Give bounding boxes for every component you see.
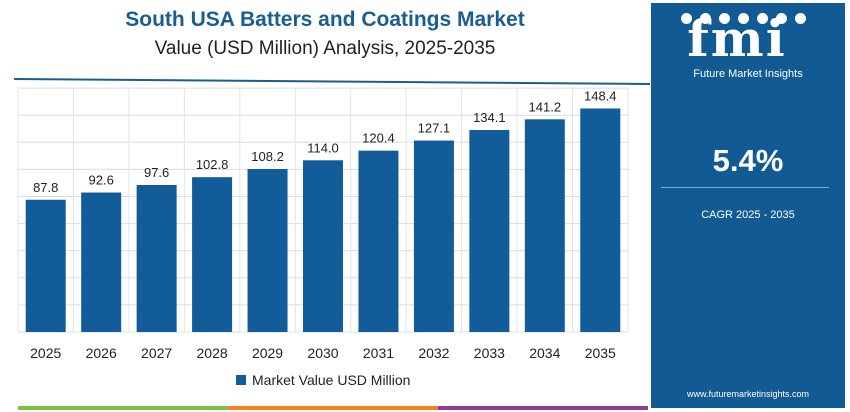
x-tick-labels: 2025 2026 2027 2028 2029 2030 2031 2032 2033 2034… bbox=[30, 345, 616, 361]
bar bbox=[303, 160, 343, 332]
x-tick-label: 2025 bbox=[30, 345, 61, 361]
cagr-label: CAGR 2025 - 2035 bbox=[701, 209, 795, 221]
value-labels: 87.8 92.6 97.6 102.8 108.2 114.0 120.4 127.1 134… bbox=[33, 88, 616, 194]
bar-value-label: 97.6 bbox=[144, 165, 169, 180]
bar-value-label: 114.0 bbox=[307, 140, 339, 155]
x-tick-label: 2027 bbox=[141, 345, 172, 361]
legend: Market Value USD Million bbox=[236, 372, 410, 388]
bar bbox=[81, 192, 122, 332]
bar-value-label: 141.2 bbox=[529, 99, 562, 114]
bar-value-label: 87.8 bbox=[33, 180, 58, 195]
x-tick-label: 2032 bbox=[418, 345, 449, 361]
title-underline bbox=[13, 78, 650, 85]
legend-label: Market Value USD Million bbox=[252, 372, 411, 388]
x-tick-label: 2030 bbox=[307, 345, 338, 361]
x-tick-label: 2026 bbox=[86, 345, 117, 361]
bar bbox=[25, 199, 66, 332]
fmi-logo: fmi bbox=[672, 12, 822, 72]
bar bbox=[136, 184, 177, 332]
bar-value-label: 134.1 bbox=[473, 110, 506, 125]
bar bbox=[413, 140, 454, 332]
bar bbox=[358, 150, 399, 332]
bar bbox=[192, 177, 233, 332]
x-tick-label: 2035 bbox=[585, 345, 616, 361]
legend-swatch bbox=[236, 375, 246, 385]
bar-value-label: 102.8 bbox=[196, 157, 229, 172]
bar-value-label: 148.4 bbox=[584, 88, 617, 103]
bar-value-label: 127.1 bbox=[418, 121, 451, 136]
x-tick-label: 2033 bbox=[474, 345, 505, 361]
info-panel: fmi Future Market Insights 5.4% CAGR 202… bbox=[651, 3, 845, 408]
bar-value-label: 92.6 bbox=[89, 173, 114, 188]
bar-value-label: 120.4 bbox=[362, 131, 395, 146]
logo-icons bbox=[680, 12, 807, 25]
logo-subtitle: Future Market Insights bbox=[693, 68, 803, 80]
bar-value-label: 108.2 bbox=[251, 149, 284, 164]
website-link[interactable]: www.futuremarketinsights.com bbox=[686, 389, 810, 399]
bar bbox=[524, 119, 565, 332]
logo-text: fmi bbox=[687, 9, 787, 68]
bar-chart: 87.8 92.6 97.6 102.8 108.2 114.0 120.4 127.1 134… bbox=[13, 78, 650, 361]
x-tick-label: 2034 bbox=[529, 345, 560, 361]
accent-stripe-green bbox=[18, 406, 228, 410]
accent-stripe-orange bbox=[228, 406, 438, 410]
bars bbox=[25, 108, 621, 332]
chart-subtitle: Value (USD Million) Analysis, 2025-2035 bbox=[154, 38, 496, 59]
bar bbox=[469, 130, 510, 332]
cagr-divider bbox=[661, 187, 829, 188]
bar bbox=[247, 169, 288, 332]
accent-stripe-purple bbox=[438, 406, 648, 410]
chart-title: South USA Batters and Coatings Market bbox=[125, 8, 525, 31]
x-tick-label: 2028 bbox=[197, 345, 228, 361]
x-tick-label: 2031 bbox=[363, 345, 394, 361]
bar bbox=[580, 108, 621, 332]
accent-stripe bbox=[18, 406, 648, 410]
x-tick-label: 2029 bbox=[252, 345, 283, 361]
cagr-value: 5.4% bbox=[712, 143, 784, 178]
